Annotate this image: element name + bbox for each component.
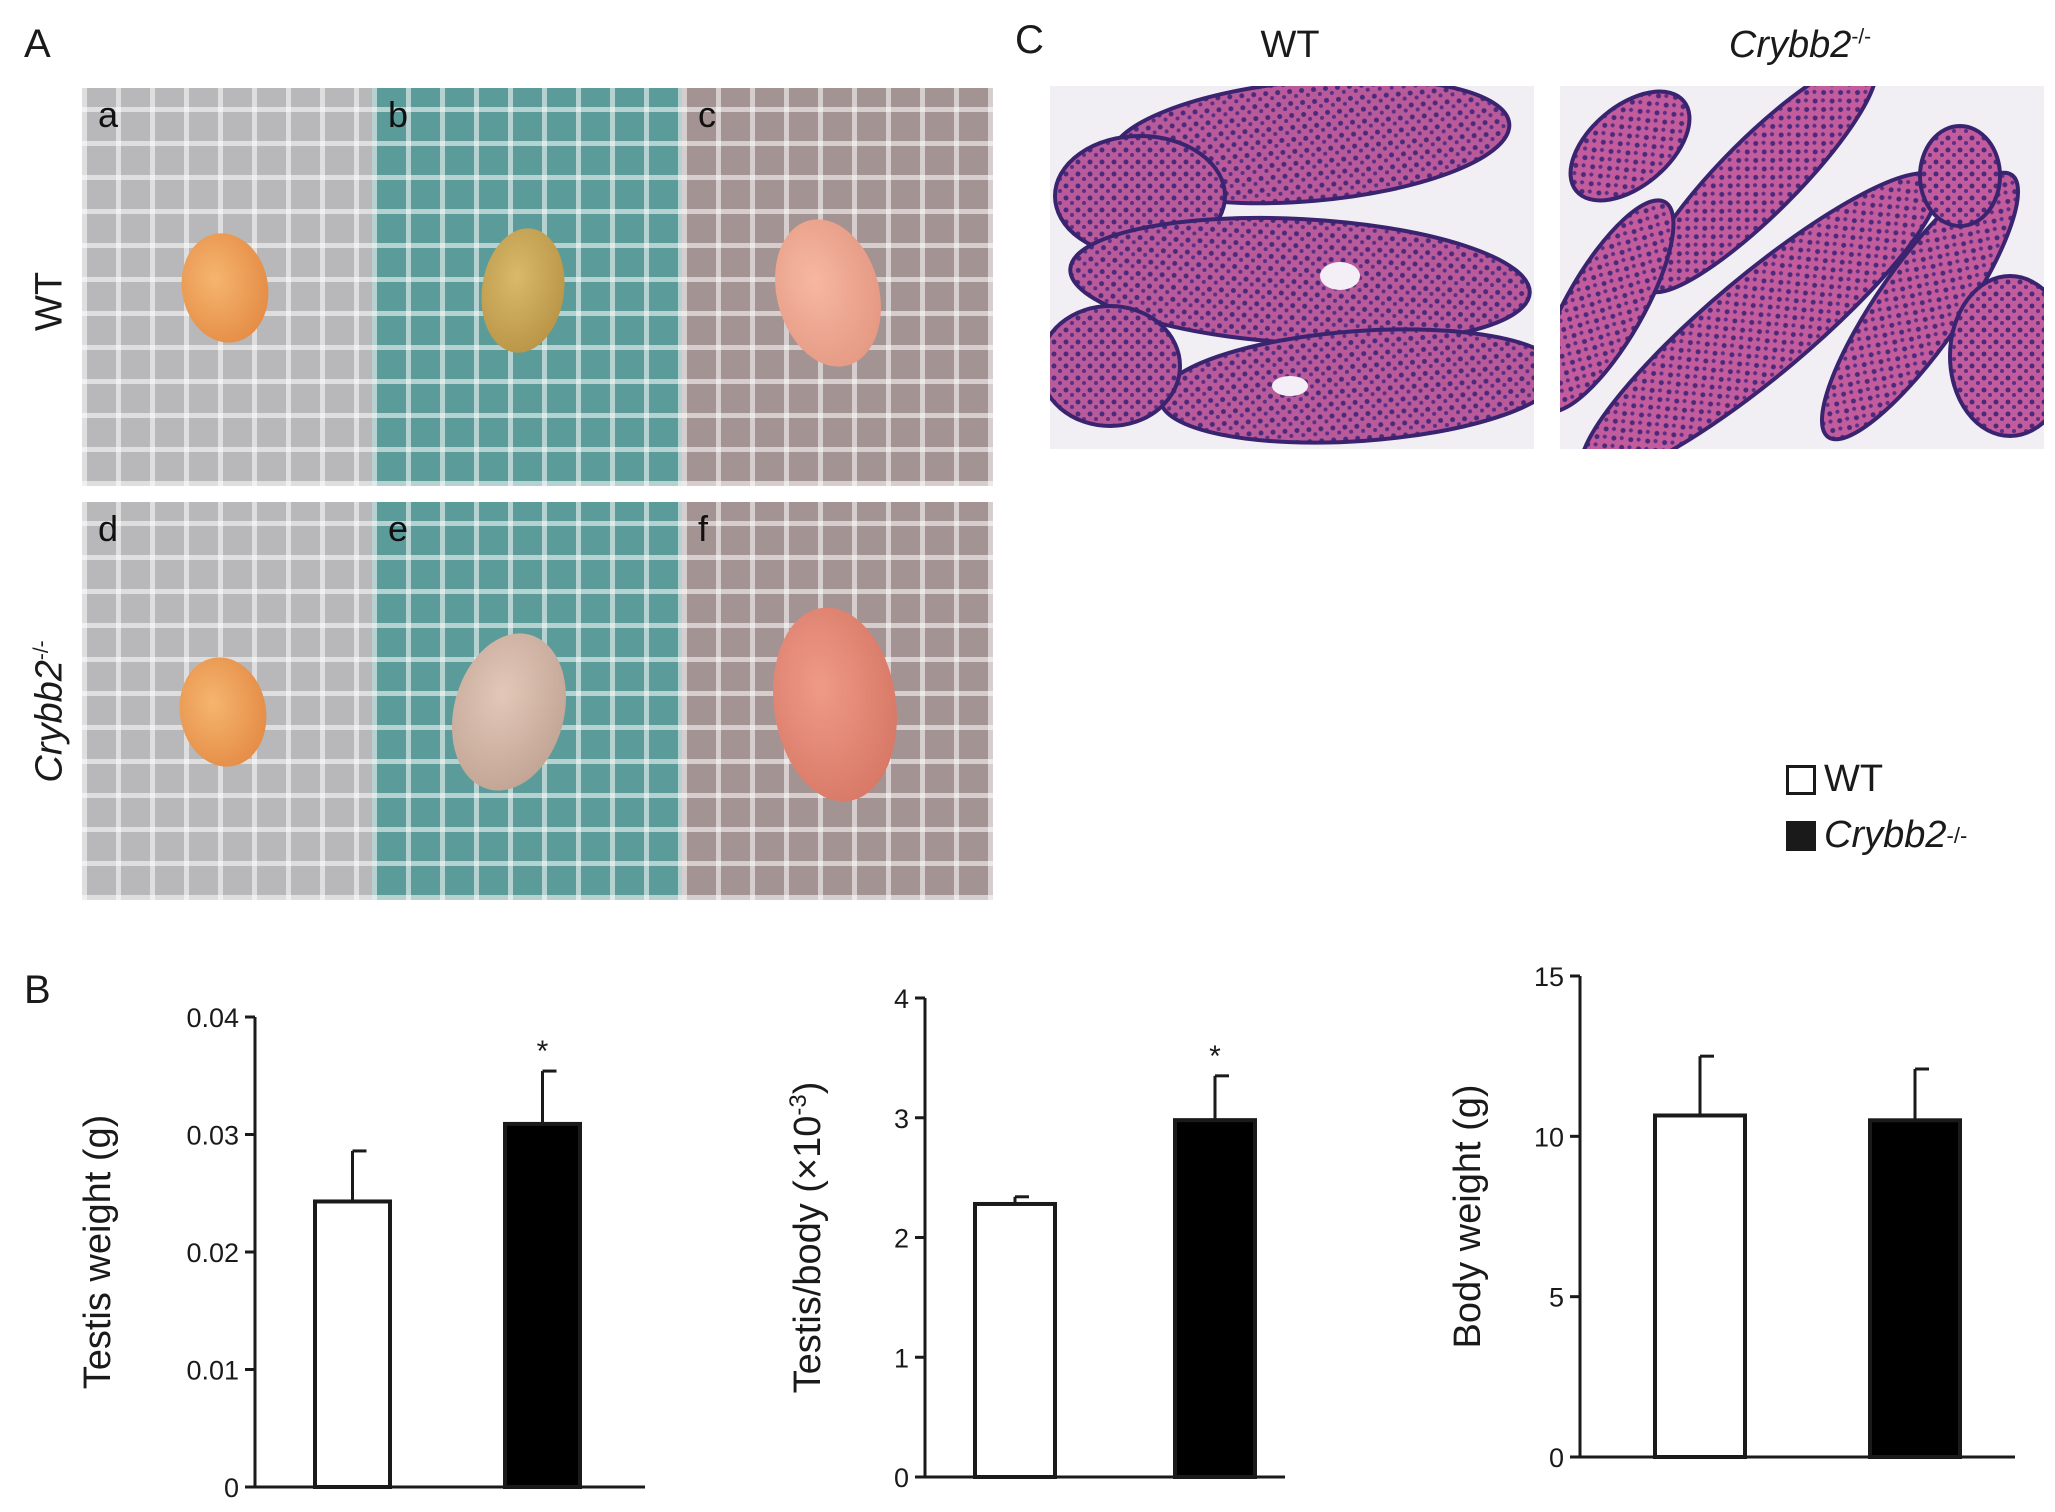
bar-crybb2 xyxy=(1868,1118,1962,1460)
testis-photo-f: f xyxy=(682,502,993,900)
photo-letter-e: e xyxy=(388,508,409,549)
y-tick-label: 15 xyxy=(1534,962,1564,992)
bar-crybb2 xyxy=(1173,1118,1257,1480)
photo-letter-f: f xyxy=(698,508,709,549)
testis-specimen xyxy=(761,599,909,810)
chart-testis-weight: 0 0.01 0.02 0.03 0.04 Testis weight (g) * xyxy=(77,1003,645,1500)
y-axis-label: Body weight (g) xyxy=(1447,1084,1489,1348)
legend-wt: WT xyxy=(1786,758,1883,801)
histology-image-wt xyxy=(1050,86,1534,449)
legend-label-wt: WT xyxy=(1824,758,1884,800)
testis-specimen xyxy=(473,222,573,359)
legend-label-crybb2: Crybb2 xyxy=(1824,814,1947,856)
testis-specimen xyxy=(759,207,897,379)
histology-title-crybb2: Crybb2-/- xyxy=(1560,24,2040,67)
y-axis-label: Testis/body (×10-3) xyxy=(785,1082,829,1394)
photo-letter-d: d xyxy=(98,508,119,549)
row-label-wt: WT xyxy=(28,271,71,332)
significance-marker: * xyxy=(1209,1040,1221,1073)
row-label-crybb2: Crybb2-/- xyxy=(29,622,72,802)
y-tick-label: 10 xyxy=(1534,1122,1564,1152)
panel-letter-a: A xyxy=(24,22,51,66)
histology-svg-wt xyxy=(1050,86,1534,445)
photo-letter-a: a xyxy=(98,94,119,135)
legend-swatch-wt xyxy=(1786,764,1816,795)
y-tick-label: 0 xyxy=(1549,1443,1564,1473)
bar-wt xyxy=(1653,1113,1747,1460)
legend-label-genotype: -/- xyxy=(1946,822,1968,848)
bar-wt xyxy=(313,1199,392,1489)
y-tick-label: 5 xyxy=(1549,1283,1564,1313)
histology-title-genotype: -/- xyxy=(1851,25,1872,49)
y-tick-label: 0 xyxy=(224,1473,239,1500)
photo-letter-b: b xyxy=(388,94,409,135)
panel-letter-c: C xyxy=(1015,18,1044,62)
y-tick-label: 3 xyxy=(894,1104,909,1134)
y-tick-label: 4 xyxy=(894,984,909,1014)
testis-specimen xyxy=(171,650,275,774)
photo-letter-c: c xyxy=(698,94,716,135)
histology-image-crybb2 xyxy=(1560,86,2044,449)
testis-photo-d: d xyxy=(82,502,372,900)
y-tick-label: 2 xyxy=(894,1224,909,1254)
y-tick-label: 1 xyxy=(894,1343,909,1373)
histology-title-gene: Crybb2 xyxy=(1728,24,1852,66)
bar-wt xyxy=(973,1201,1057,1479)
y-tick-label: 0.03 xyxy=(186,1121,239,1151)
row-label-genotype: -/- xyxy=(29,640,53,661)
testis-specimen xyxy=(435,620,583,804)
y-tick-label: 0.04 xyxy=(186,1003,239,1033)
chart-testis-body-ratio: 0 1 2 3 4 Testis/body (×10-3) * xyxy=(785,984,1285,1493)
y-tick-label: 0.02 xyxy=(186,1238,239,1268)
significance-marker: * xyxy=(537,1035,549,1068)
testis-photo-b: b xyxy=(372,88,682,486)
legend-crybb2: Crybb2 -/- xyxy=(1786,814,1967,857)
chart-body-weight: 0 5 10 15 Body weight (g) xyxy=(1447,962,2015,1473)
histology-svg-crybb2 xyxy=(1560,86,2044,449)
bar-crybb2 xyxy=(503,1121,582,1490)
y-axis-label: Testis weight (g) xyxy=(77,1115,119,1390)
testis-photo-a: a xyxy=(82,88,372,486)
testis-photo-e: e xyxy=(372,502,682,900)
panel-letter-b: B xyxy=(24,968,51,1012)
testis-specimen xyxy=(173,226,277,350)
y-tick-label: 0 xyxy=(894,1463,909,1493)
row-label-gene: Crybb2 xyxy=(28,660,71,783)
y-tick-label: 0.01 xyxy=(186,1356,239,1386)
histology-title-wt: WT xyxy=(1260,24,1320,66)
legend-swatch-crybb2 xyxy=(1786,820,1816,851)
testis-photo-c: c xyxy=(682,88,993,486)
